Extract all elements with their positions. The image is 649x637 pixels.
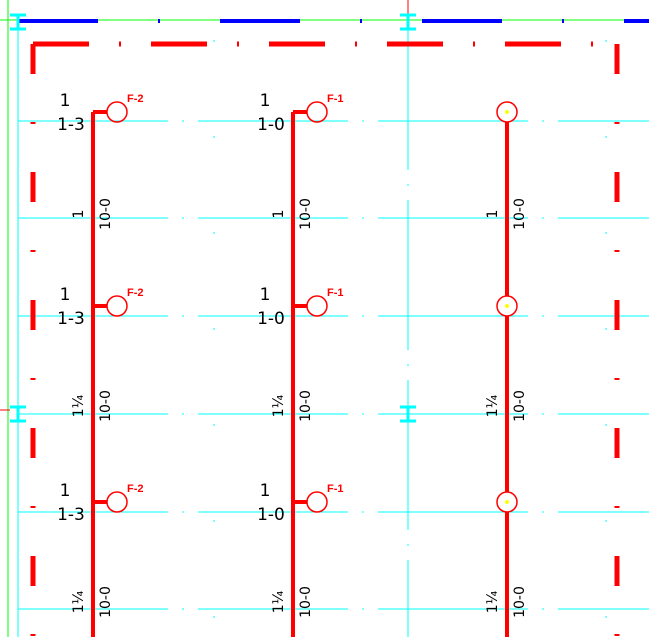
pipe-count-label: 1 xyxy=(260,481,271,501)
segment-length-label: 10-0 xyxy=(512,390,528,422)
column-i-beam-icon xyxy=(10,405,26,423)
segment-length-label: 10-0 xyxy=(512,198,528,230)
segment-count-label: 1 xyxy=(485,210,501,219)
grid-lines xyxy=(17,20,649,637)
pipe-size-label: 1-3 xyxy=(57,115,85,135)
column-marks xyxy=(10,13,416,423)
column-i-beam-icon xyxy=(400,405,416,423)
segment-count-label: 1¼ xyxy=(271,590,287,613)
segment-length-label: 10-0 xyxy=(512,586,528,618)
pipe-size-label: 1-3 xyxy=(57,505,85,525)
segment-length-label: 10-0 xyxy=(298,586,314,618)
segment-length-label: 10-0 xyxy=(298,390,314,422)
pipe-network xyxy=(91,110,509,637)
sprinkler-tag: F-2 xyxy=(127,287,144,299)
segment-count-label: 1 xyxy=(71,210,87,219)
segment-length-label: 10-0 xyxy=(98,390,114,422)
segment-count-label: 1¼ xyxy=(485,394,501,417)
wall-lines xyxy=(30,41,620,637)
column-i-beam-icon xyxy=(400,13,416,31)
segment-count-label: 1¼ xyxy=(71,590,87,613)
segment-count-label: 1¼ xyxy=(485,590,501,613)
sprinkler-head-icon xyxy=(306,295,328,317)
sprinkler-head-icon xyxy=(306,101,328,123)
segment-count-label: 1¼ xyxy=(271,394,287,417)
sprinkler-center-mark xyxy=(505,500,509,504)
sprinkler-center-mark xyxy=(505,110,509,114)
segment-length-label: 10-0 xyxy=(298,198,314,230)
segment-length-label: 10-0 xyxy=(98,586,114,618)
pipe-size-label: 1-3 xyxy=(57,309,85,329)
column-i-beam-shape xyxy=(400,405,416,423)
column-i-beam-shape xyxy=(10,13,26,31)
pipe-count-label: 1 xyxy=(260,91,271,111)
segment-count-label: 1¼ xyxy=(71,394,87,417)
sprinkler-center-mark xyxy=(505,304,509,308)
column-i-beam-shape xyxy=(10,405,26,423)
sprinkler-tag: F-2 xyxy=(127,93,144,105)
sprinkler-head-icon xyxy=(106,101,128,123)
sprinkler-head-icon xyxy=(106,295,128,317)
sprinkler-tag: F-2 xyxy=(127,483,144,495)
pipe-count-label: 1 xyxy=(60,285,71,305)
pipe-count-label: 1 xyxy=(60,481,71,501)
sprinkler-tag: F-1 xyxy=(327,93,344,105)
pipe-labels: F-2 1 1-3 1 10-0 F-2 1 1-3 1¼ 10-0 F-2 1 1-3 1¼ 10-0 F-… xyxy=(57,91,528,618)
column-i-beam-shape xyxy=(400,13,416,31)
sprinkler-head-icon xyxy=(306,491,328,513)
segment-length-label: 10-0 xyxy=(98,198,114,230)
column-i-beam-icon xyxy=(10,13,26,31)
sprinkler-tag: F-1 xyxy=(327,483,344,495)
pipe-count-label: 1 xyxy=(260,285,271,305)
pipe-size-label: 1-0 xyxy=(257,115,285,135)
sprinkler-heads xyxy=(106,101,518,513)
pipe-count-label: 1 xyxy=(60,91,71,111)
sprinkler-tag: F-1 xyxy=(327,287,344,299)
segment-count-label: 1 xyxy=(271,210,287,219)
pipe-size-label: 1-0 xyxy=(257,505,285,525)
sprinkler-head-icon xyxy=(106,491,128,513)
pipe-size-label: 1-0 xyxy=(257,309,285,329)
